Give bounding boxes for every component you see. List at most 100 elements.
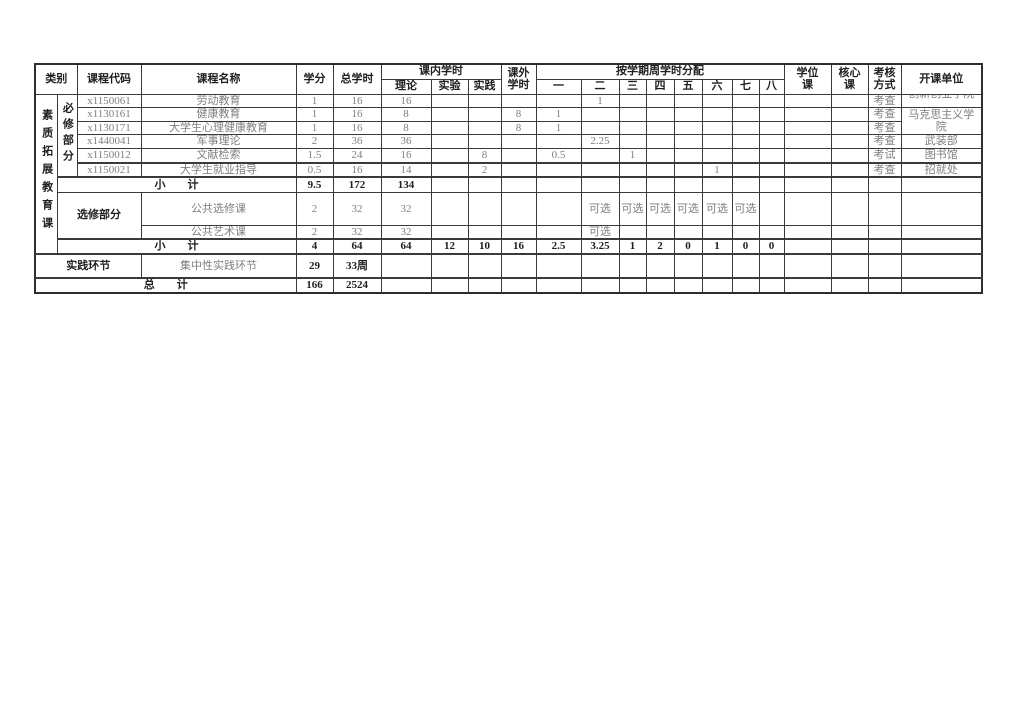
semester-3-cell	[618, 253, 647, 279]
experiment-cell	[430, 224, 469, 240]
semester-4-cell	[645, 224, 675, 240]
experiment-cell	[430, 148, 469, 164]
practice-cell	[467, 191, 502, 226]
semester-8-cell	[758, 176, 785, 193]
semester-5-cell	[673, 93, 703, 109]
assessment-cell: 考查	[867, 161, 902, 178]
semester-5-cell	[673, 148, 703, 164]
credits-cell: 1	[295, 93, 334, 109]
unit-cell	[900, 277, 983, 294]
semester-1-cell: 1	[535, 120, 582, 136]
semester-7-cell	[731, 224, 760, 240]
experiment-cell	[430, 120, 469, 136]
semester-7-cell	[731, 107, 760, 122]
semester-8-cell	[758, 93, 785, 109]
unit-cell	[900, 238, 983, 255]
practice-cell	[467, 107, 502, 122]
semester-3-cell	[618, 134, 647, 150]
table-row: x1150012 文献检索 1.5 24 16 8 0.5 1 考试 图书馆	[35, 148, 983, 164]
semester-7-cell	[731, 253, 760, 279]
credits-cell: 1	[295, 120, 334, 136]
extra-hours-cell	[500, 134, 537, 150]
credits-cell: 2	[295, 191, 334, 226]
total-hours-cell: 36	[332, 134, 382, 150]
theory-cell: 134	[380, 176, 432, 193]
practice-cell	[467, 176, 502, 193]
semester-2-cell: 2.25	[580, 134, 620, 150]
practice-cell: 8	[467, 148, 502, 164]
semester-6-cell	[701, 120, 733, 136]
theory-cell: 8	[380, 107, 432, 122]
semester-8-cell	[758, 277, 785, 294]
semester-1-cell	[535, 224, 582, 240]
header-practice: 实践	[467, 78, 502, 95]
table-row: x1150021 大学生就业指导 0.5 16 14 2 1 考查 招就处	[35, 161, 983, 178]
experiment-cell: 12	[430, 238, 469, 255]
semester-8-cell	[758, 191, 785, 226]
header-category: 类别	[34, 63, 78, 95]
table-row: 公共艺术课 2 32 32 可选	[35, 224, 983, 240]
semester-2-cell	[580, 148, 620, 164]
semester-2-cell	[580, 161, 620, 178]
semester-5-cell	[673, 253, 703, 279]
semester-4-cell: 可选	[645, 191, 675, 226]
assessment-cell	[867, 191, 902, 226]
semester-6-cell: 1	[701, 161, 733, 178]
semester-1-cell	[535, 134, 582, 150]
semester-4-cell	[645, 176, 675, 193]
semester-1-cell: 1	[535, 107, 582, 122]
course-code-cell: x1150012	[76, 148, 142, 164]
semester-2-cell: 可选	[580, 224, 620, 240]
assessment-cell: 考查	[867, 134, 902, 150]
degree-course-cell	[783, 191, 832, 226]
semester-5-cell	[673, 134, 703, 150]
semester-1-cell	[535, 277, 582, 294]
practice-cell: 2	[467, 161, 502, 178]
theory-cell	[380, 277, 432, 294]
semester-3-cell	[618, 277, 647, 294]
header-course-name: 课程名称	[140, 63, 297, 95]
experiment-cell	[430, 107, 469, 122]
semester-4-cell	[645, 134, 675, 150]
semester-6-cell	[701, 107, 733, 122]
course-name-cell: 大学生就业指导	[140, 161, 297, 178]
semester-3-cell	[618, 176, 647, 193]
subtotal-required-row: 小 计 9.5 172 134	[35, 176, 983, 193]
core-course-cell	[830, 120, 869, 136]
core-course-cell	[830, 107, 869, 122]
practice-cell	[467, 93, 502, 109]
semester-4-cell	[645, 161, 675, 178]
semester-8-cell	[758, 224, 785, 240]
category-required-label: 必修部分	[61, 101, 74, 166]
semester-5-cell	[673, 161, 703, 178]
degree-course-cell	[783, 134, 832, 150]
table-row: 素质拓展教育课 必修部分 x1150061 劳动教育 1 16 16 1 考查 …	[34, 93, 983, 255]
extra-hours-cell: 16	[500, 238, 537, 255]
subtotal-label: 小 计	[56, 176, 297, 193]
semester-1-cell: 0.5	[535, 148, 582, 164]
header-semester-7: 七	[731, 78, 760, 95]
semester-1-cell: 2.5	[535, 238, 582, 255]
semester-5-cell	[673, 224, 703, 240]
header-theory: 理论	[380, 78, 432, 95]
header-core-course: 核心 课	[830, 63, 869, 95]
course-name-cell: 集中性实践环节	[140, 253, 297, 279]
category-elective-cell: 选修部分	[56, 191, 142, 240]
semester-2-cell	[580, 277, 620, 294]
semester-8-cell: 0	[758, 238, 785, 255]
semester-2-cell	[580, 176, 620, 193]
semester-3-cell	[618, 224, 647, 240]
semester-2-cell	[580, 120, 620, 136]
total-hours-cell: 33周	[332, 253, 382, 279]
extra-hours-cell	[500, 148, 537, 164]
semester-4-cell: 2	[645, 238, 675, 255]
degree-course-cell	[783, 107, 832, 122]
semester-1-cell	[535, 176, 582, 193]
semester-2-cell: 1	[580, 93, 620, 109]
header-degree-course: 学位 课	[783, 63, 832, 95]
subtotal-elective-row: 小 计 4 64 64 12 10 16 2.5 3.25 1 2 0 1 0 …	[35, 238, 983, 255]
total-hours-cell: 16	[332, 93, 382, 109]
experiment-cell	[430, 161, 469, 178]
semester-3-cell	[618, 161, 647, 178]
semester-5-cell	[673, 107, 703, 122]
